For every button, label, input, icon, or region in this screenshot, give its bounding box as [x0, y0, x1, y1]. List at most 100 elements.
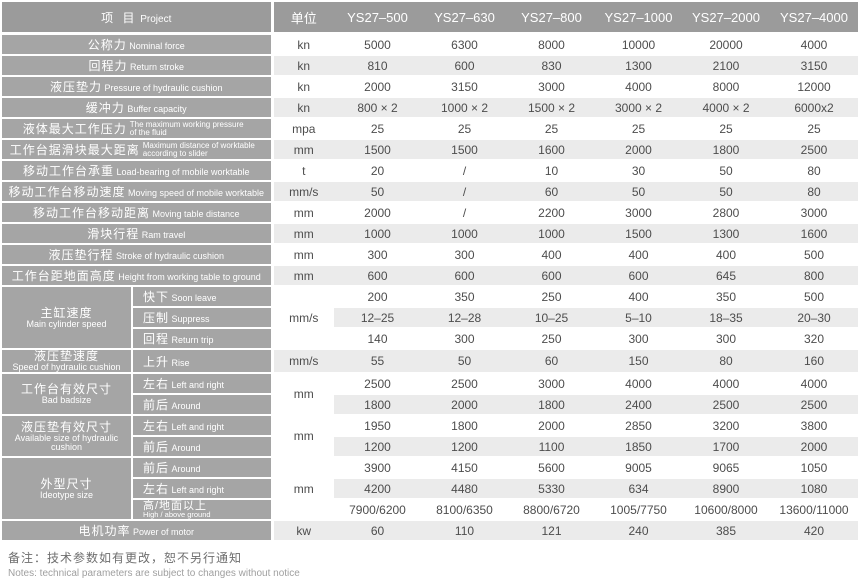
value-cell: 8900 [682, 478, 770, 500]
value-cell: 300 [595, 328, 682, 350]
value-cell: 3200 [682, 415, 770, 437]
sub-label-en: Rise [169, 357, 190, 368]
value-cell: 250 [508, 286, 595, 308]
value-cell: 1050 [770, 457, 858, 479]
value-cell: 1000 [421, 223, 508, 245]
value-cell: 20000 [682, 33, 770, 56]
value-cell: 4200 [334, 478, 421, 500]
row-label: 工作台距地面高度 Height from working table to gr… [2, 265, 274, 287]
value-cell: 600 [595, 265, 682, 287]
value-cell: 50 [421, 349, 508, 374]
table-row: 前后 Around 1800 2000 1800 2400 2500 2500 [2, 394, 858, 416]
value-cell: 30 [595, 160, 682, 182]
value-cell: 60 [508, 349, 595, 374]
value-cell: 2400 [595, 394, 682, 416]
unit-cell: mm [272, 373, 334, 416]
unit-cell: mm [272, 265, 334, 287]
table-row: 压制 Suppress 12–25 12–28 10–25 5–10 18–35 20–30 [2, 307, 858, 329]
value-cell: 1500 [421, 139, 508, 161]
note-en: Notes: technical parameters are subject … [8, 568, 300, 579]
sub-label-zh: 前后 [143, 440, 170, 454]
row-label-en: Return stroke [127, 62, 185, 72]
sub-label-zh: 左右 [143, 419, 170, 433]
value-cell: 2500 [682, 394, 770, 416]
value-cell: 110 [421, 520, 508, 542]
row-label-en: Nominal force [126, 41, 185, 51]
value-cell: 4150 [421, 457, 508, 479]
value-cell: 50 [682, 160, 770, 182]
table-row: 左右 Left and right 4200 4480 5330 634 8900 1080 [2, 478, 858, 500]
sub-label: 上升 Rise [132, 349, 274, 374]
row-label: 缓冲力 Buffer capacity [2, 97, 274, 119]
group-label-en: Bad badsize [41, 395, 92, 405]
project-header-zh: 项 目 [101, 10, 138, 25]
value-cell: 3800 [770, 415, 858, 437]
value-cell: 1950 [334, 415, 421, 437]
sub-label-en: Around [169, 443, 201, 453]
row-label-zh: 移动工作台移动距离 [32, 206, 150, 220]
value-cell: 320 [770, 328, 858, 350]
value-cell: 350 [682, 286, 770, 308]
sub-label-en: Left and right [169, 422, 225, 432]
value-cell: 5600 [508, 457, 595, 479]
row-label: 移动工作台移动距离 Moving table distance [2, 202, 274, 224]
value-cell: / [421, 181, 508, 203]
value-cell: 8100/6350 [421, 499, 508, 521]
project-header: 项 目 Project [2, 2, 274, 35]
value-cell: 25 [334, 118, 421, 140]
value-cell: 25 [421, 118, 508, 140]
header-row: 项 目 Project 单位 YS27–500 YS27–630 YS27–800 YS2… [2, 2, 858, 35]
value-cell: 121 [508, 520, 595, 542]
value-cell: 1600 [508, 139, 595, 161]
value-cell: 800 [770, 265, 858, 287]
value-cell: 2000 [334, 202, 421, 224]
value-cell: 2000 [595, 139, 682, 161]
model-header: YS27–800 [508, 2, 595, 35]
value-cell: 50 [595, 181, 682, 203]
value-cell: 1600 [770, 223, 858, 245]
row-label-zh: 液体最大工作压力 [22, 121, 127, 136]
value-cell: 1300 [682, 223, 770, 245]
value-cell: 60 [508, 181, 595, 203]
value-cell: 25 [508, 118, 595, 140]
value-cell: 160 [770, 349, 858, 374]
table-row: 工作台有效尺寸 Bad badsize 左右 Left and right mm 250… [2, 373, 858, 416]
value-cell: 1005/7750 [595, 499, 682, 521]
value-cell: 2000 [421, 394, 508, 416]
row-label-en: Load-bearing of mobile worktable [113, 167, 250, 177]
value-cell: 3000 × 2 [595, 97, 682, 119]
value-cell: 1000 × 2 [421, 97, 508, 119]
value-cell: 500 [770, 286, 858, 308]
sub-label: 前后 Around [132, 436, 274, 458]
sub-label: 前后 Around [132, 394, 274, 416]
value-cell: 3000 [508, 373, 595, 395]
value-cell: 1500 × 2 [508, 97, 595, 119]
sub-label-zh: 压制 [143, 311, 170, 325]
value-cell: 8800/6720 [508, 499, 595, 521]
value-cell: 1800 [508, 394, 595, 416]
value-cell: 80 [770, 181, 858, 203]
value-cell: 150 [595, 349, 682, 374]
group-label: 主缸速度 Main cylinder speed [2, 286, 133, 350]
value-cell: 600 [421, 265, 508, 287]
group-label-en: Speed of hydraulic cushion [12, 362, 121, 372]
group-label-zh: 主缸速度 [40, 305, 93, 320]
value-cell: 12000 [770, 76, 858, 98]
sub-label-zh: 快下 [143, 290, 170, 304]
value-cell: 2500 [334, 373, 421, 395]
sub-label: 左右 Left and right [132, 373, 274, 395]
row-label-en: Maximum distance of worktable according … [142, 141, 255, 159]
value-cell: 5000 [334, 33, 421, 56]
sub-label-en: Around [169, 464, 201, 474]
table-row: 外型尺寸 Ideotype size 前后 Around mm 3900 4150 5600… [2, 457, 858, 521]
row-label-zh: 公称力 [87, 38, 127, 52]
table-row: 高/地面以上 High / above ground 7900/6200 8100/6… [2, 499, 858, 521]
value-cell: 7900/6200 [334, 499, 421, 521]
sub-label-en: Suppress [169, 314, 210, 324]
row-label: 回程力 Return stroke [2, 55, 274, 77]
value-cell: 13600/11000 [770, 499, 858, 521]
value-cell: 2500 [770, 139, 858, 161]
table-row: 前后 Around 1200 1200 1100 1850 1700 2000 [2, 436, 858, 458]
sub-label-zh: 前后 [143, 398, 170, 412]
value-cell: 2000 [334, 76, 421, 98]
